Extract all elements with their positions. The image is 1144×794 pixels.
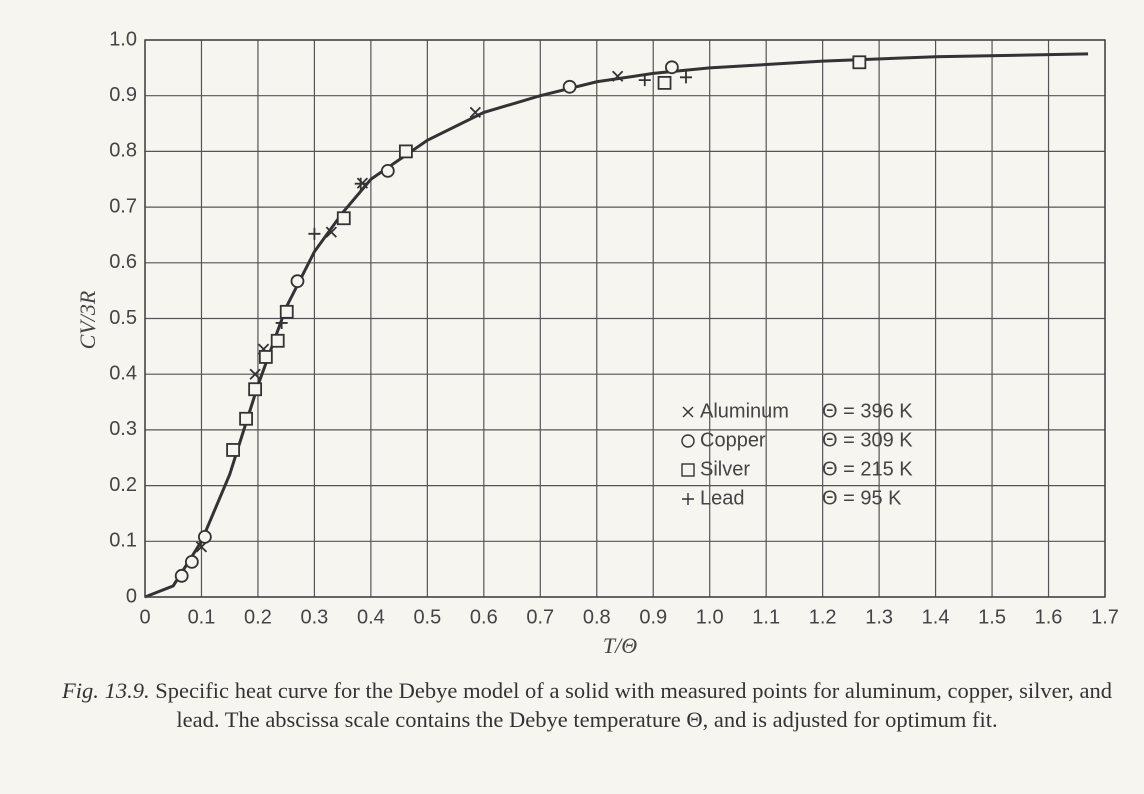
- data-point: [270, 333, 285, 348]
- x-tick-label: 0: [139, 606, 150, 628]
- legend-theta: Θ = 95 K: [822, 487, 902, 509]
- y-tick-label: 0: [126, 585, 137, 607]
- x-tick-label: 1.0: [696, 606, 724, 628]
- x-tick-label: 1.2: [809, 606, 837, 628]
- data-point: [657, 75, 672, 90]
- legend-label: Copper: [700, 429, 766, 451]
- y-tick-label: 0.5: [109, 307, 137, 329]
- data-point: [398, 144, 413, 159]
- data-point: [248, 382, 263, 397]
- x-tick-label: 0.1: [188, 606, 216, 628]
- y-tick-label: 0.4: [109, 362, 137, 384]
- data-point: [239, 411, 253, 426]
- data-point: [380, 163, 395, 178]
- data-point: [258, 350, 273, 364]
- y-tick-label: 0.3: [109, 418, 137, 440]
- x-tick-label: 0.6: [470, 606, 498, 628]
- legend-label: Aluminum: [700, 400, 789, 422]
- data-point: [562, 79, 577, 94]
- data-point: [275, 316, 288, 329]
- x-tick-label: 0.2: [244, 606, 272, 628]
- data-point: [336, 211, 351, 226]
- data-point: [469, 106, 481, 119]
- data-point: [664, 60, 679, 75]
- x-tick-label: 1.3: [865, 606, 893, 628]
- data-point: [679, 71, 692, 84]
- x-tick-label: 1.1: [752, 606, 780, 628]
- data-point: [638, 74, 651, 87]
- y-tick-label: 0.6: [109, 251, 137, 273]
- y-axis-label: CV/3R: [75, 290, 100, 349]
- x-tick-label: 0.5: [413, 606, 441, 628]
- legend-marker: [681, 434, 695, 448]
- x-tick-label: 1.6: [1035, 606, 1063, 628]
- y-tick-label: 0.2: [109, 474, 137, 496]
- x-tick-label: 0.3: [301, 606, 329, 628]
- plot-frame: [144, 39, 1106, 598]
- data-point: [308, 227, 321, 240]
- x-tick-label: 1.5: [978, 606, 1006, 628]
- data-point: [290, 274, 305, 289]
- data-point: [184, 555, 199, 569]
- legend-theta: Θ = 396 K: [822, 400, 913, 422]
- legend-marker: [682, 406, 694, 418]
- data-point: [852, 55, 867, 70]
- data-point: [325, 226, 337, 238]
- legend-marker: [681, 463, 695, 477]
- caption-text: Specific heat curve for the Debye model …: [155, 678, 1112, 732]
- data-point: [279, 304, 294, 319]
- y-tick-label: 0.7: [109, 195, 137, 217]
- data-point: [354, 177, 367, 190]
- x-tick-label: 0.7: [526, 606, 554, 628]
- legend-theta: Θ = 309 K: [822, 429, 913, 451]
- y-tick-label: 0.9: [109, 84, 137, 106]
- data-point: [612, 70, 624, 82]
- chart: T/Θ CV/3R 0 0.1 0.2 0.3 0.4 0.5 0.6 0.7 0.8 0.9 1.…: [75, 28, 1119, 658]
- data-point: [197, 529, 212, 544]
- data-point: [226, 443, 240, 457]
- x-tick-label: 0.4: [357, 606, 385, 628]
- y-tick-label: 0.8: [109, 140, 137, 162]
- caption-label: Fig. 13.9.: [62, 678, 150, 703]
- x-tick-label: 1.4: [922, 606, 950, 628]
- data-point: [249, 368, 261, 380]
- x-axis-label: T/Θ: [603, 633, 637, 658]
- legend-marker: [682, 493, 694, 505]
- debye-curve: [144, 52, 1089, 599]
- legend-label: Lead: [700, 487, 745, 509]
- caption: Fig. 13.9. Specific heat curve for the D…: [62, 676, 1112, 734]
- y-tick-label: 1.0: [109, 28, 137, 50]
- x-tick-label: 1.7: [1091, 606, 1119, 628]
- data-point: [174, 568, 189, 583]
- y-tick-label: 0.1: [109, 530, 137, 552]
- x-tick-label: 0.8: [583, 606, 611, 628]
- x-tick-label: 0.9: [639, 606, 667, 628]
- legend-label: Silver: [700, 458, 750, 480]
- legend-theta: Θ = 215 K: [822, 458, 913, 480]
